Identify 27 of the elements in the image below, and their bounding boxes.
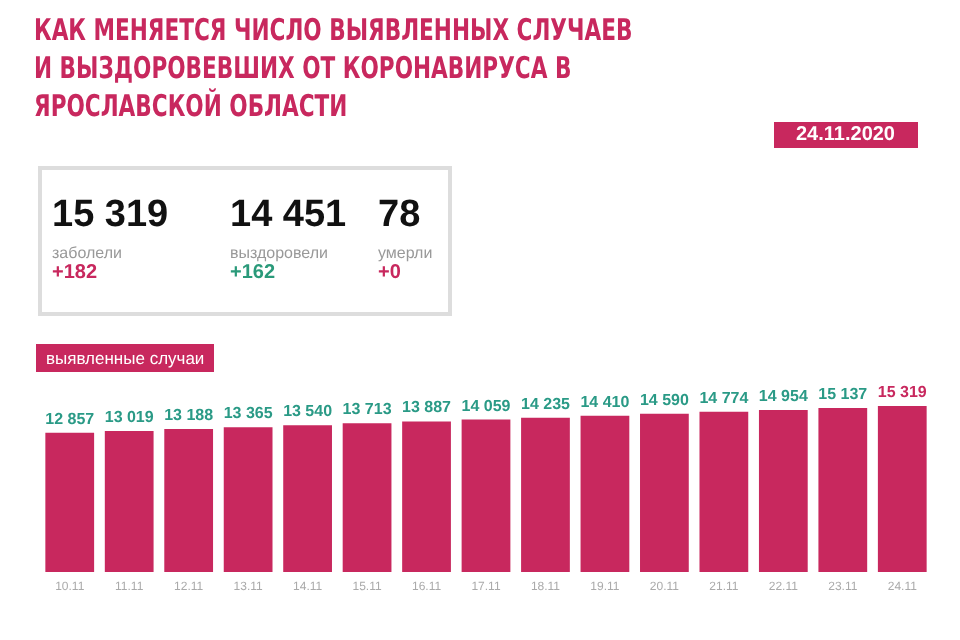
text: 24.11.2020 — [774, 122, 917, 148]
data-label: 15 319 — [877, 382, 928, 401]
data-label: 12 857 — [45, 409, 96, 428]
data-label: 14 410 — [580, 392, 631, 411]
data-label: 14 235 — [521, 394, 572, 413]
text: 14 451 — [230, 194, 347, 238]
text: +182 — [52, 262, 100, 284]
text: 78 — [378, 194, 423, 238]
text: +162 — [230, 262, 278, 284]
chart-title: КАК МЕНЯЕТСЯ ЧИСЛО ВЫЯВЛЕННЫХ СЛУЧАЕВ И ВЫЗДОРОВЕВШИХ ОТ КОРОНАВИРУСА В ЯРОСЛАВСКОЙ ОБЛАСТИ — [34, 12, 635, 126]
data-label: 13 713 — [342, 400, 393, 419]
text: умерли — [378, 244, 433, 262]
data-label: 13 365 — [223, 404, 274, 423]
text: +0 — [378, 262, 403, 284]
text: 15 319 — [52, 194, 169, 238]
text: заболели — [52, 244, 124, 262]
data-label: 13 188 — [164, 406, 215, 425]
text: выздоровели — [230, 244, 330, 262]
data-label: 15 137 — [818, 384, 869, 403]
data-label: 13 887 — [402, 398, 453, 417]
data-label: 13 540 — [283, 402, 334, 421]
data-label: 14 954 — [758, 386, 809, 405]
data-label: 13 019 — [104, 407, 155, 426]
data-label: 14 590 — [639, 390, 690, 409]
chart-subtitle: выявленные случаи — [36, 344, 215, 372]
data-label: 14 774 — [699, 388, 750, 407]
data-label: 14 059 — [461, 396, 512, 415]
